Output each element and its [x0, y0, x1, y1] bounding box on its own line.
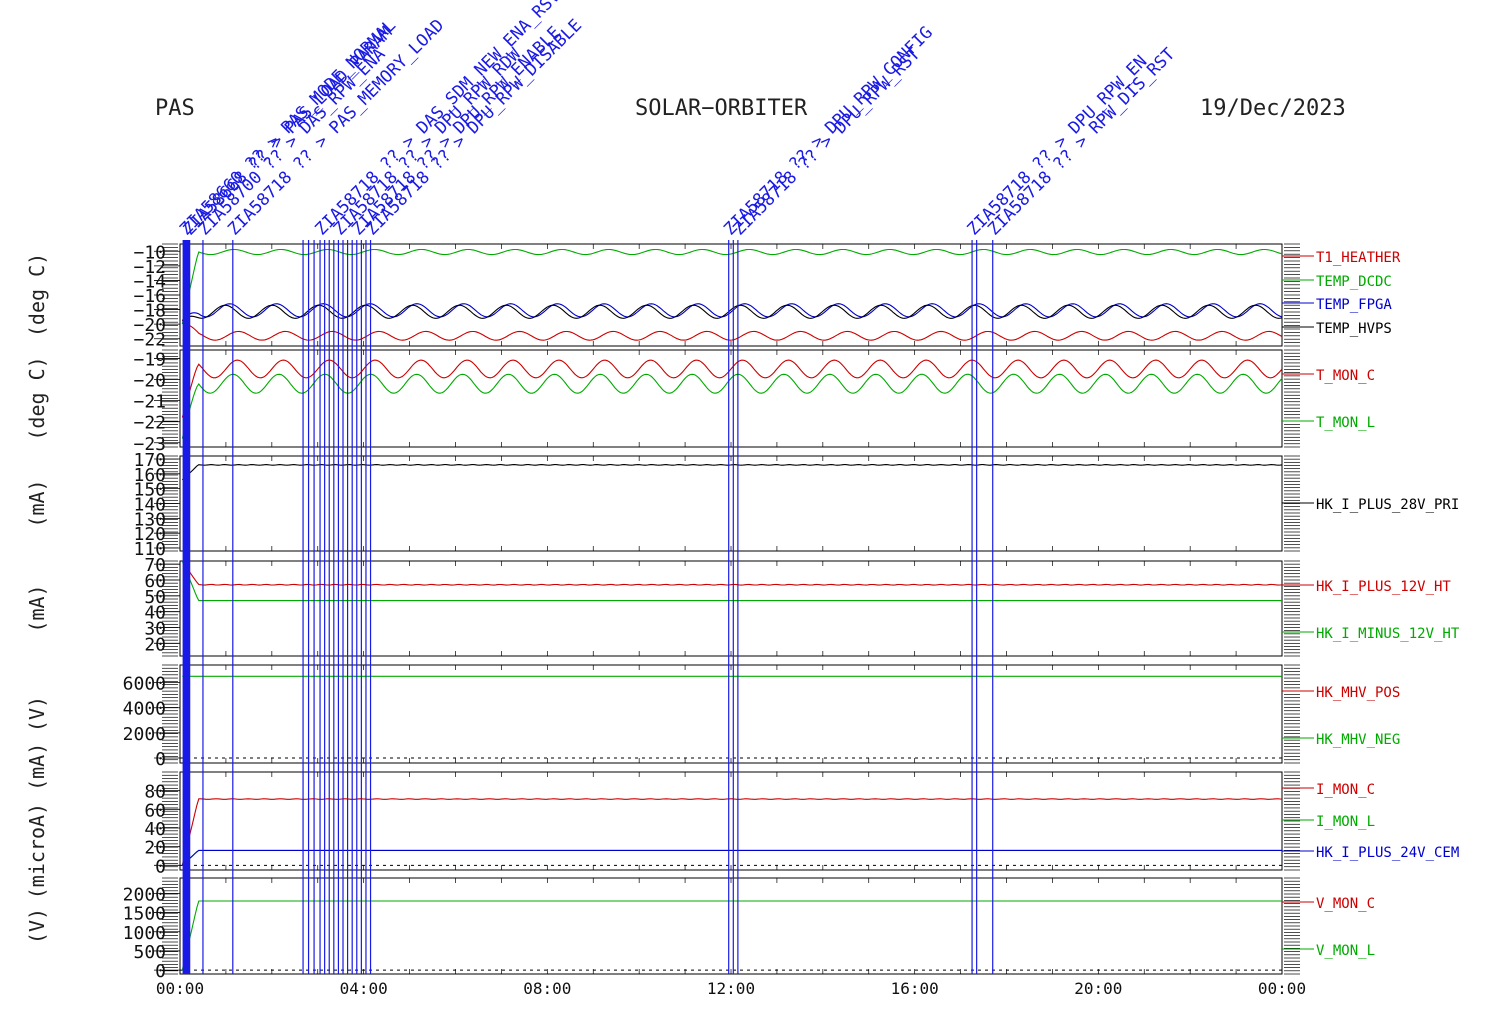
legend-label: TEMP_HVPS: [1316, 321, 1392, 337]
y-tick-label: −22: [133, 330, 166, 351]
y-axis-label: (V): [25, 908, 49, 944]
legend-label: TEMP_FPGA: [1316, 297, 1392, 313]
panel-frame: [179, 455, 1283, 552]
panel-frame: [179, 243, 1283, 347]
y-tick-label: −19: [133, 349, 166, 370]
header-left: PAS: [155, 96, 195, 121]
y-tick-label: 1000: [123, 923, 166, 944]
legend-label: HK_I_MINUS_12V_HT: [1316, 626, 1460, 642]
x-tick-label: 00:00: [156, 979, 204, 998]
legend-label: T_MON_C: [1316, 368, 1375, 384]
legend-label: HK_MHV_NEG: [1316, 732, 1400, 748]
y-tick-label: 20: [144, 838, 166, 859]
y-axis-label: (mA): [25, 584, 49, 632]
panel-5: 6000 4000 2000 0 (V) HK_MHV_POS HK_MHV_NEG: [25, 664, 1400, 770]
panel-2: −19−20−21−22−23 (deg C) T_MON_C T_MON_L: [25, 349, 1375, 454]
legend-label: HK_I_PLUS_12V_HT: [1316, 579, 1451, 595]
event-annotation: ZIA58718 ?? > DPU_RPW_DISABLE: [362, 16, 586, 240]
y-tick-label: 2000: [123, 884, 166, 905]
y-tick-label: 0: [155, 961, 166, 982]
y-tick-label: 70: [144, 555, 166, 576]
y-tick-label: 40: [144, 603, 166, 624]
x-tick-label: 20:00: [1074, 979, 1122, 998]
panel-frame: [179, 560, 1283, 657]
y-axis-label: (microA) (mA): [25, 743, 49, 900]
y-tick-label: −22: [133, 413, 166, 434]
y-axis-label: (V): [25, 696, 49, 732]
event-annotation: ZIA58718 ?? > RPW_DIS_RST: [984, 44, 1179, 239]
legend-label: HK_MHV_POS: [1316, 685, 1400, 701]
legend-label: I_MON_L: [1316, 814, 1375, 830]
legend-label: V_MON_L: [1316, 943, 1375, 959]
y-tick-label: 4000: [123, 699, 166, 720]
y-tick-label: 20: [144, 634, 166, 655]
y-tick-label: 60: [144, 571, 166, 592]
y-tick-label: 2000: [123, 724, 166, 745]
legend-label: T1_HEATHER: [1316, 250, 1401, 266]
y-tick-label: 80: [144, 782, 166, 803]
x-tick-label: 04:00: [340, 979, 388, 998]
x-tick-label: 16:00: [891, 979, 939, 998]
y-tick-label: −23: [133, 434, 166, 455]
y-tick-label: 30: [144, 619, 166, 640]
x-tick-label: 00:00: [1258, 979, 1306, 998]
y-tick-label: −20: [133, 371, 166, 392]
y-tick-label: 6000: [123, 674, 166, 695]
legend-label: T_MON_L: [1316, 415, 1375, 431]
legend-label: V_MON_C: [1316, 896, 1375, 912]
y-tick-label: 60: [144, 800, 166, 821]
y-tick-label: 0: [155, 749, 166, 770]
header-right: 19/Dec/2023: [1200, 96, 1346, 121]
y-tick-label: 160: [133, 465, 166, 486]
y-tick-label: 130: [133, 509, 166, 530]
legend-label: HK_I_PLUS_28V_PRI: [1316, 497, 1459, 513]
y-tick-label: 120: [133, 524, 166, 545]
header-center: SOLAR−ORBITER: [635, 96, 808, 121]
y-axis-label: (deg C): [25, 253, 49, 337]
legend-label: HK_I_PLUS_24V_CEM: [1316, 845, 1459, 861]
x-tick-label: 12:00: [707, 979, 755, 998]
y-tick-label: −12: [133, 257, 166, 278]
y-tick-label: −14: [133, 271, 166, 292]
panel-frame: [179, 664, 1283, 764]
legend-label: TEMP_DCDC: [1316, 274, 1392, 290]
y-tick-label: −21: [133, 392, 166, 413]
y-tick-label: 170: [133, 450, 166, 471]
y-tick-label: 110: [133, 539, 166, 560]
panel-frame: [179, 771, 1283, 871]
y-tick-label: 0: [155, 856, 166, 877]
event-annotation: ZIA58718 ?? > DPU_RPW_EN: [963, 52, 1151, 240]
legend-label: I_MON_C: [1316, 782, 1375, 798]
y-tick-label: −16: [133, 286, 166, 307]
panel-frame: [179, 877, 1283, 975]
y-tick-label: −10: [133, 242, 166, 263]
x-tick-label: 08:00: [523, 979, 571, 998]
y-tick-label: 1500: [123, 904, 166, 925]
panel-1: −10−12−14−16−18−20−22 (deg C) T1_HEATHER TE…: [25, 242, 1401, 350]
y-tick-label: 150: [133, 480, 166, 501]
y-axis-label: (deg C): [25, 356, 49, 440]
y-tick-label: 500: [133, 942, 166, 963]
y-tick-label: 140: [133, 495, 166, 516]
event-annotation: ZIA58718 ?? > DPU_RPW_RST: [729, 44, 924, 239]
y-tick-label: −18: [133, 301, 166, 322]
y-tick-label: 40: [144, 819, 166, 840]
y-axis-label: (mA): [25, 479, 49, 527]
y-tick-label: −20: [133, 315, 166, 336]
y-tick-label: 50: [144, 587, 166, 608]
